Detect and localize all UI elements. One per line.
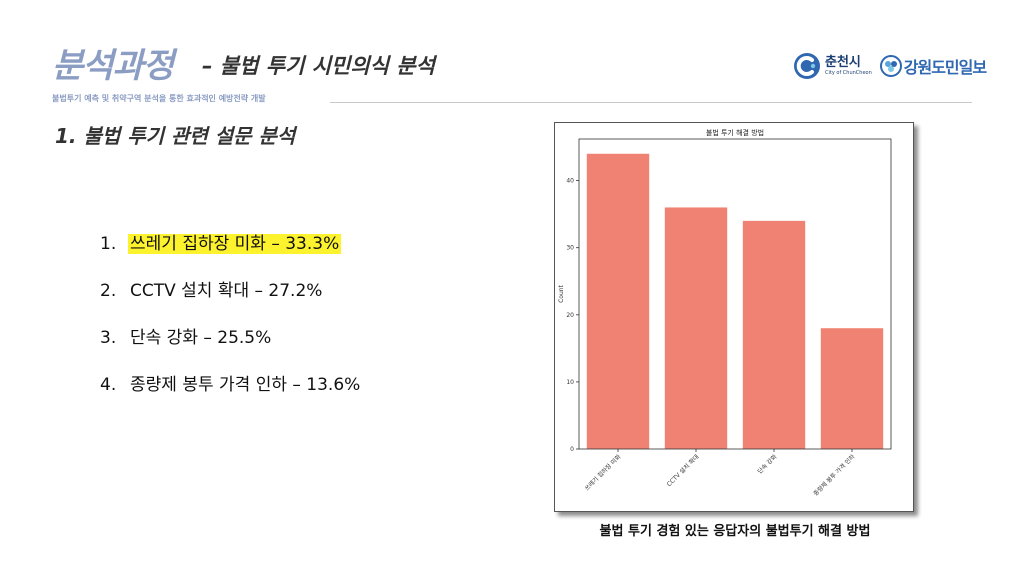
bar	[742, 220, 806, 449]
header-divider	[330, 102, 972, 103]
result-number: 3.	[100, 328, 117, 348]
chuncheon-logo-english: City of ChunCheon	[825, 70, 872, 76]
result-item-3: 3. 단속 강화 – 25.5%	[100, 326, 362, 351]
chuncheon-emblem-icon	[794, 53, 820, 79]
header-tagline: 불법투기 예측 및 취약구역 분석을 통한 효과적인 예방전략 개발	[52, 94, 266, 103]
x-tick-label: 종량제 봉투 가격 인하	[812, 452, 857, 497]
result-item-4: 4. 종량제 봉투 가격 인하 – 13.6%	[100, 373, 362, 398]
bar	[820, 328, 884, 449]
section-title: 1. 불법 투기 관련 설문 분석	[55, 124, 296, 148]
page-subtitle: – 불법 투기 시민의식 분석	[202, 54, 435, 78]
y-tick-label: 40	[566, 178, 574, 185]
y-tick-label: 30	[566, 245, 574, 252]
y-tick-label: 10	[566, 379, 574, 386]
logo-group: 춘천시 City of ChunCheon 강원도민일보	[793, 44, 987, 88]
result-number: 4.	[100, 375, 117, 395]
chart-title: 불법 투기 해결 방법	[706, 128, 764, 137]
result-number: 1.	[100, 234, 117, 254]
bar	[586, 153, 650, 449]
survey-results-list: 1. 쓰레기 집하장 미화 – 33.3% 2. CCTV 설치 확대 – 27.2…	[100, 232, 362, 420]
result-text: 단속 강화 – 25.5%	[130, 328, 272, 348]
result-text: 종량제 봉투 가격 인하 – 13.6%	[130, 375, 361, 395]
x-tick-label: 쓰레기 집하장 미화	[583, 452, 623, 492]
chart-caption: 불법 투기 경험 있는 응답자의 불법투기 해결 방법	[599, 524, 871, 539]
result-number: 2.	[100, 281, 117, 301]
y-tick-label: 0	[570, 446, 574, 453]
y-axis-label: Count	[558, 284, 565, 302]
y-tick-label: 20	[566, 312, 574, 319]
x-tick-label: CCTV 설치 확대	[665, 453, 700, 488]
plot-frame	[578, 138, 892, 450]
gangwon-logo-text: 강원도민일보	[903, 58, 987, 77]
bar-chart: 불법 투기 해결 방법 0 10 20 30 40 Count 쓰레기 집하장 미화 CCTV …	[554, 122, 914, 512]
result-item-1: 1. 쓰레기 집하장 미화 – 33.3%	[100, 232, 362, 257]
bar	[664, 207, 728, 449]
result-text: CCTV 설치 확대 – 27.2%	[130, 281, 323, 301]
gangwon-emblem-icon	[879, 55, 902, 77]
bar-chart-svg: 불법 투기 해결 방법 0 10 20 30 40 Count 쓰레기 집하장 미화 CCTV …	[558, 128, 892, 498]
gangwon-news-logo: 강원도민일보	[879, 54, 987, 78]
chuncheon-logo-korean: 춘천시	[825, 55, 861, 70]
x-tick-label: 단속 강화	[756, 452, 779, 475]
chuncheon-logo: 춘천시 City of ChunCheon	[793, 52, 872, 80]
result-text-highlighted: 쓰레기 집하장 미화 – 33.3%	[128, 234, 342, 254]
result-item-2: 2. CCTV 설치 확대 – 27.2%	[100, 279, 362, 304]
page-title: 분석과정	[52, 46, 174, 86]
